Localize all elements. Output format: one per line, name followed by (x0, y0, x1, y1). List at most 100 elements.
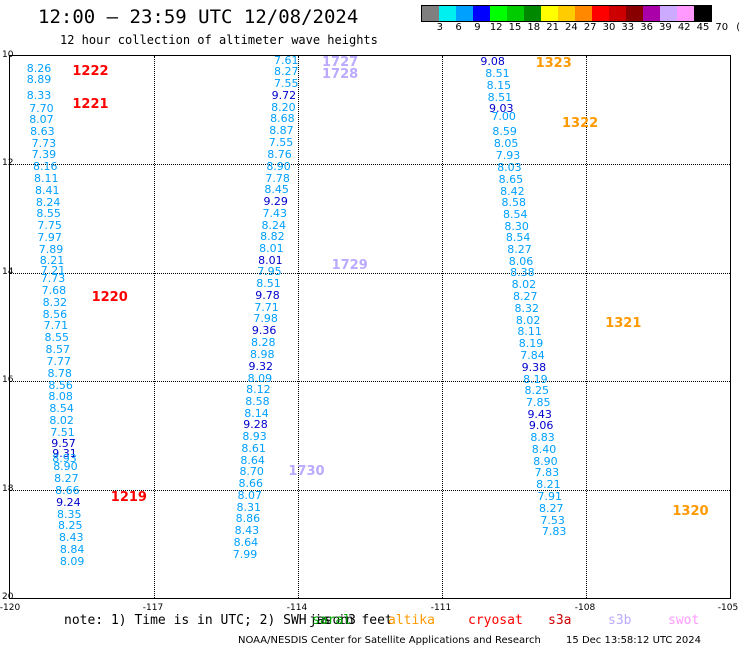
wave-height-value: 8.11 (517, 325, 542, 339)
wave-height-value: 7.73 (40, 271, 66, 285)
wave-height-value: 8.15 (486, 78, 512, 92)
wave-height-value: 7.55 (268, 136, 294, 150)
scale-label: 36 (640, 22, 653, 33)
wave-height-value: 8.84 (59, 542, 85, 556)
satellite-legend-item: saral (312, 613, 352, 628)
wave-height-value: 8.54 (505, 231, 531, 245)
wave-height-value: 7.68 (41, 284, 67, 298)
wave-height-value: 8.27 (538, 501, 564, 515)
scale-label: 12 (489, 22, 503, 33)
wave-height-value: 8.58 (501, 195, 527, 209)
gridline-horizontal (10, 164, 730, 166)
wave-height-value: 7.39 (31, 148, 57, 162)
wave-height-value: 8.45 (264, 183, 289, 197)
scale-swatch (643, 6, 660, 21)
wave-height-value: 8.01 (259, 241, 284, 255)
wave-height-value: 8.56 (48, 378, 73, 392)
scale-label: 21 (546, 22, 559, 33)
wave-height-value: 8.54 (502, 207, 528, 221)
wave-height-value: 8.83 (530, 431, 555, 445)
scale-unit: (ft) (736, 22, 740, 33)
x-tick-label: -105 (717, 603, 739, 613)
wave-height-value: 8.51 (256, 277, 281, 291)
wave-height-value: 9.72 (271, 89, 297, 103)
scale-label: 9 (474, 22, 481, 33)
wave-height-value: 7.77 (46, 354, 71, 368)
wave-height-value: 8.86 (235, 512, 261, 526)
scale-label: 30 (602, 22, 616, 33)
wave-height-value: 7.85 (526, 395, 551, 409)
wave-height-value: 8.27 (274, 65, 299, 79)
color-scale-bar (421, 5, 712, 22)
wave-height-value: 7.71 (254, 301, 279, 315)
y-tick-label: 12 (2, 158, 14, 169)
satellite-legend: jason3 saral altika cryosat s3a s3b swot (0, 613, 740, 631)
footer-credit: NOAA/NESDIS Center for Satellite Applica… (238, 635, 541, 646)
scale-swatch (473, 6, 490, 21)
scale-swatch (507, 6, 524, 21)
wave-height-value: 8.11 (34, 172, 59, 186)
wave-height-value: 8.56 (42, 308, 68, 322)
x-tick-label: -117 (142, 603, 164, 613)
wave-height-value: 8.35 (57, 507, 82, 521)
wave-height-value: 8.61 (241, 441, 266, 455)
wave-height-value: 9.29 (263, 194, 288, 208)
wave-height-value: 8.02 (49, 413, 74, 427)
wave-height-value: 8.70 (239, 465, 264, 479)
scale-label: 42 (677, 22, 691, 33)
pass-time-label: 1321 (605, 316, 642, 332)
wave-height-value: 8.98 (250, 347, 275, 361)
scale-label: 24 (565, 22, 578, 33)
wave-height-value: 7.00 (491, 110, 516, 124)
wave-height-value: 8.27 (507, 243, 532, 257)
wave-height-value: 8.19 (523, 372, 548, 386)
gridline-horizontal (10, 489, 730, 491)
wave-height-value: 7.70 (29, 101, 54, 115)
scale-label: 27 (583, 22, 597, 33)
wave-height-value: 8.27 (513, 290, 538, 304)
scale-swatch (660, 6, 677, 21)
wave-height-value: 9.43 (527, 407, 552, 421)
wave-height-value: 8.09 (247, 371, 273, 385)
scale-swatch (524, 6, 541, 21)
wave-height-value: 7.21 (40, 264, 66, 278)
satellite-legend-item: s3b (608, 613, 632, 628)
wave-height-value: 8.26 (26, 61, 52, 75)
wave-height-value: 7.97 (37, 231, 62, 245)
wave-height-value: 8.28 (250, 336, 276, 350)
wave-height-value: 8.58 (245, 394, 270, 408)
wave-height-value: 8.40 (531, 443, 557, 457)
wave-height-value: 8.14 (244, 406, 269, 420)
y-tick-label: 18 (2, 483, 14, 494)
wave-height-value: 8.59 (492, 125, 517, 139)
wave-height-value: 7.55 (274, 77, 299, 91)
wave-height-value: 7.83 (541, 525, 567, 539)
wave-height-value: 7.73 (31, 136, 57, 150)
wave-height-value: 7.91 (537, 490, 563, 504)
wave-height-value: 8.90 (53, 460, 78, 474)
y-tick-label: 20 (2, 592, 14, 602)
wave-height-value: 8.43 (58, 530, 84, 544)
wave-height-value: 8.21 (536, 478, 561, 492)
wave-height-value: 8.12 (246, 382, 271, 396)
gridline-horizontal (10, 381, 730, 383)
wave-height-value: 8.08 (48, 390, 73, 404)
wave-height-value: 8.07 (237, 489, 263, 503)
note-text: note: 1) Time is in UTC; 2) SWH is in fe… (64, 613, 393, 628)
scale-swatch (541, 6, 558, 21)
scale-swatch (592, 6, 609, 21)
scale-swatch (609, 6, 626, 21)
wave-height-value: 8.64 (233, 535, 259, 549)
wave-height-value: 9.06 (528, 419, 554, 433)
wave-height-value: 8.90 (266, 159, 291, 173)
x-tick-label: -120 (0, 603, 21, 613)
wave-height-value: 7.83 (534, 466, 560, 480)
wave-height-value: 9.08 (480, 55, 505, 68)
x-tick-label: -108 (574, 603, 596, 613)
wave-height-value: 8.32 (514, 302, 539, 316)
wave-height-value: 8.03 (497, 160, 522, 174)
wave-height-value: 9.24 (56, 495, 81, 509)
wave-height-value: 8.63 (30, 124, 55, 138)
footer-timestamp: 15 Dec 13:58:12 UTC 2024 (566, 635, 702, 646)
